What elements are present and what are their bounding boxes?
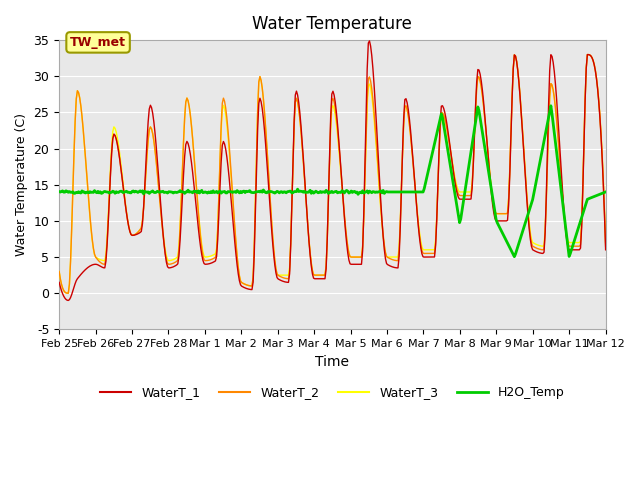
H2O_Temp (286, 188, 294, 194)
H2O_Temp (225, 189, 233, 194)
WaterT_3 (388, 254, 396, 260)
H2O_Temp (554, 158, 561, 164)
WaterT_1 (459, 196, 467, 202)
Title: Water Temperature: Water Temperature (252, 15, 412, 33)
WaterT_1 (362, 110, 370, 116)
X-axis label: Time: Time (316, 355, 349, 369)
WaterT_1 (227, 187, 234, 193)
WaterT_2 (287, 240, 294, 246)
WaterT_1 (65, 298, 72, 303)
Line: WaterT_3: WaterT_3 (59, 55, 605, 293)
WaterT_3 (65, 290, 72, 296)
WaterT_2 (55, 269, 63, 275)
H2O_Temp (361, 190, 369, 195)
Line: WaterT_1: WaterT_1 (59, 41, 605, 300)
WaterT_1 (390, 264, 397, 270)
WaterT_2 (227, 157, 234, 163)
WaterT_1 (365, 38, 373, 44)
WaterT_1 (602, 247, 609, 252)
WaterT_3 (55, 269, 63, 275)
Legend: WaterT_1, WaterT_2, WaterT_3, H2O_Temp: WaterT_1, WaterT_2, WaterT_3, H2O_Temp (95, 381, 570, 404)
Y-axis label: Water Temperature (C): Water Temperature (C) (15, 113, 28, 256)
WaterT_1 (554, 112, 561, 118)
WaterT_3 (362, 137, 370, 143)
H2O_Temp (457, 216, 465, 222)
WaterT_1 (55, 279, 63, 285)
WaterT_2 (388, 257, 396, 263)
WaterT_3 (227, 162, 234, 168)
WaterT_2 (458, 192, 466, 198)
WaterT_3 (584, 52, 591, 58)
H2O_Temp (547, 103, 555, 108)
Line: WaterT_2: WaterT_2 (59, 55, 605, 293)
WaterT_2 (553, 117, 561, 123)
H2O_Temp (602, 189, 609, 195)
Line: H2O_Temp: H2O_Temp (59, 106, 605, 257)
WaterT_1 (287, 241, 294, 247)
WaterT_3 (287, 237, 294, 243)
H2O_Temp (387, 189, 395, 195)
WaterT_2 (584, 52, 591, 58)
WaterT_2 (602, 243, 609, 249)
WaterT_3 (602, 240, 609, 245)
H2O_Temp (511, 254, 518, 260)
WaterT_2 (362, 132, 370, 138)
WaterT_3 (458, 189, 466, 195)
H2O_Temp (55, 189, 63, 194)
WaterT_3 (553, 116, 561, 122)
Text: TW_met: TW_met (70, 36, 126, 49)
WaterT_2 (65, 290, 72, 296)
